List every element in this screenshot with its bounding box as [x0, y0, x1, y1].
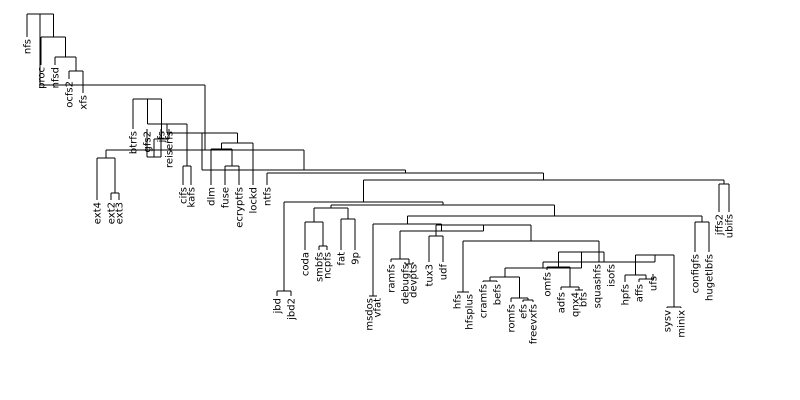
leaf-label: lockd: [249, 187, 260, 214]
leaf-label: smbfs: [315, 252, 326, 282]
leaf-label: ramfs: [387, 264, 398, 293]
leaf-label: adfs: [557, 292, 568, 313]
leaf-label: xfs: [79, 95, 90, 110]
leaf-label: reiserfs: [165, 131, 176, 168]
leaf-label: ufs: [649, 276, 660, 291]
leaf-label: ocfs2: [65, 81, 76, 108]
leaf-label: debugfs: [401, 264, 412, 304]
leaf-label: hfsplus: [465, 294, 476, 330]
leaf-label: coda: [301, 252, 312, 276]
leaf-label: jffs2: [715, 214, 726, 236]
leaf-label: jfs: [157, 131, 168, 144]
leaf-label: ext4: [93, 202, 104, 224]
leaf-label: cramfs: [479, 284, 490, 318]
leaf-label: efs: [519, 304, 530, 319]
leaf-label: minix: [677, 310, 688, 338]
leaf-label: cifs: [179, 187, 190, 204]
leaf-label: devpts: [409, 264, 420, 298]
leaf-label: affs: [635, 284, 646, 302]
leaf-label: hfs: [453, 294, 464, 309]
leaf-label: romfs: [507, 304, 518, 332]
leaf-label: fat: [337, 252, 348, 266]
leaf-label: hugetlbfs: [705, 254, 716, 301]
leaf-label: ubifs: [725, 214, 736, 238]
leaf-label: proc: [37, 67, 48, 89]
leaf-label: configfs: [691, 254, 702, 293]
leaf-label: bfs: [579, 292, 590, 307]
leaf-label: befs: [493, 284, 504, 305]
leaf-label: dlm: [207, 187, 218, 206]
leaf-label: hpfs: [621, 284, 632, 305]
leaf-label: nfsd: [51, 67, 62, 88]
leaf-label: 9p: [351, 252, 362, 265]
leaf-label: ecryptfs: [235, 187, 246, 228]
leaf-label: gfs2: [143, 131, 154, 152]
leaf-label: vfat: [373, 298, 384, 318]
leaf-label: fuse: [221, 187, 232, 208]
leaf-label: sysv: [663, 310, 674, 332]
leaf-label: omfs: [543, 272, 554, 297]
leaf-label: udf: [439, 264, 450, 281]
leaf-label: ncpfs: [323, 252, 334, 279]
leaf-label: msdos: [365, 298, 376, 331]
leaf-label: jbd2: [287, 298, 298, 321]
leaf-label: squashfs: [593, 264, 604, 308]
leaf-label: jbd: [273, 298, 284, 314]
leaf-label: tux3: [425, 264, 436, 287]
leaf-label: ext2: [107, 202, 118, 224]
leaf-label: kafs: [187, 187, 198, 207]
dendrogram-links: [26, 13, 730, 308]
leaf-label: ext3: [115, 202, 126, 224]
leaf-label: qnx4: [571, 292, 582, 317]
leaf-label: ntfs: [263, 187, 274, 206]
leaf-label: nfs: [23, 39, 34, 54]
leaf-label: btrfs: [129, 131, 140, 154]
leaf-label: isofs: [607, 264, 618, 287]
leaf-label: freevxfs: [529, 304, 540, 344]
